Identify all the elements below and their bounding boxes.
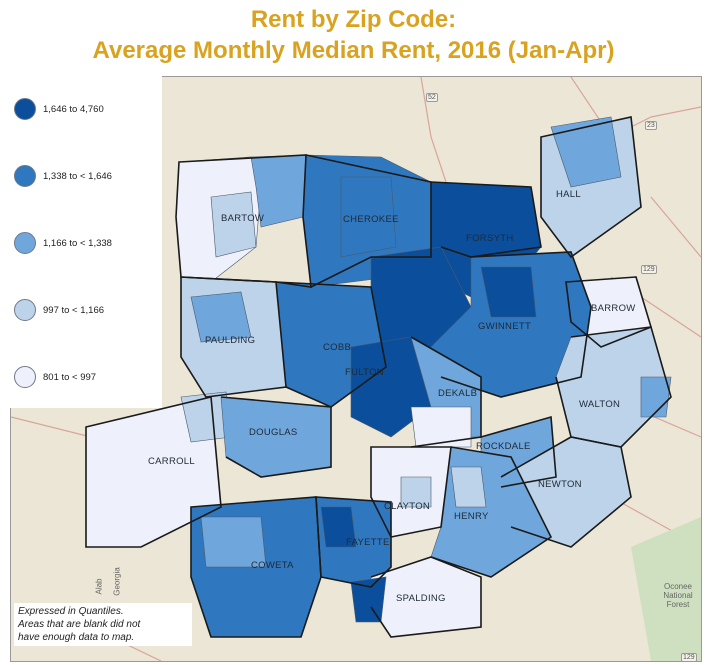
legend-item-4: 997 to < 1,166 [14,299,104,321]
county-label-forsyth: FORSYTH [466,233,514,244]
note-line-1: Expressed in Quantiles. [18,606,124,617]
county-label-bartow: BARTOW [221,213,265,224]
highway-52-shield: 52 [426,93,438,102]
county-label-fulton: FULTON [345,367,384,378]
map-legend: 1,646 to 4,760 1,338 to < 1,646 1,166 to… [10,76,162,408]
legend-item-1: 1,646 to 4,760 [14,98,104,120]
forest-label: Oconee National Forest [663,582,693,609]
choropleth-map: 52 23 129 129 Oconee National Forest Geo… [10,76,702,662]
highway-129-shield: 129 [641,265,657,274]
map-canvas [11,77,701,661]
county-label-spalding: SPALDING [396,593,446,604]
legend-swatch-3 [14,232,36,254]
legend-label-4: 997 to < 1,166 [43,304,105,316]
note-line-3: have enough data to map. [18,632,135,643]
legend-item-3: 1,166 to < 1,338 [14,232,112,254]
county-label-cobb: COBB [323,342,352,353]
legend-label-3: 1,166 to < 1,338 [43,237,112,249]
county-label-barrow: BARROW [591,303,636,314]
forest-area [631,517,701,661]
county-label-fayette: FAYETTE [346,537,390,548]
map-title-line1: Rent by Zip Code: [250,6,457,33]
county-label-coweta: COWETA [251,560,294,571]
county-label-carroll: CARROLL [148,456,195,467]
legend-swatch-1 [14,98,36,120]
county-label-dekalb: DEKALB [438,388,478,399]
georgia-label: Georgia [112,567,122,596]
county-label-henry: HENRY [454,511,489,522]
highway-129b-shield: 129 [681,653,697,661]
legend-swatch-2 [14,165,36,187]
map-note: Expressed in Quantiles. Areas that are b… [14,603,192,646]
legend-label-2: 1,338 to < 1,646 [43,170,112,182]
county-label-gwinnett: GWINNETT [478,321,532,332]
legend-label-5: 801 to < 997 [43,371,97,383]
county-label-newton: NEWTON [538,479,582,490]
map-title-line2: Average Monthly Median Rent, 2016 (Jan-A… [92,37,615,64]
county-label-douglas: DOUGLAS [249,427,298,438]
note-line-2: Areas that are blank did not [18,619,141,630]
county-label-paulding: PAULDING [205,335,256,346]
county-label-hall: HALL [556,189,581,200]
highway-23-shield: 23 [645,121,657,130]
legend-swatch-4 [14,299,36,321]
legend-item-2: 1,338 to < 1,646 [14,165,112,187]
county-label-rockdale: ROCKDALE [476,441,531,452]
legend-label-1: 1,646 to 4,760 [43,103,104,115]
legend-item-5: 801 to < 997 [14,366,96,388]
alabama-label: Alab [94,578,104,595]
county-label-clayton: CLAYTON [384,501,431,512]
county-label-cherokee: CHEROKEE [343,214,399,225]
legend-swatch-5 [14,366,36,388]
county-label-walton: WALTON [579,399,621,410]
county-boundaries [85,116,672,638]
